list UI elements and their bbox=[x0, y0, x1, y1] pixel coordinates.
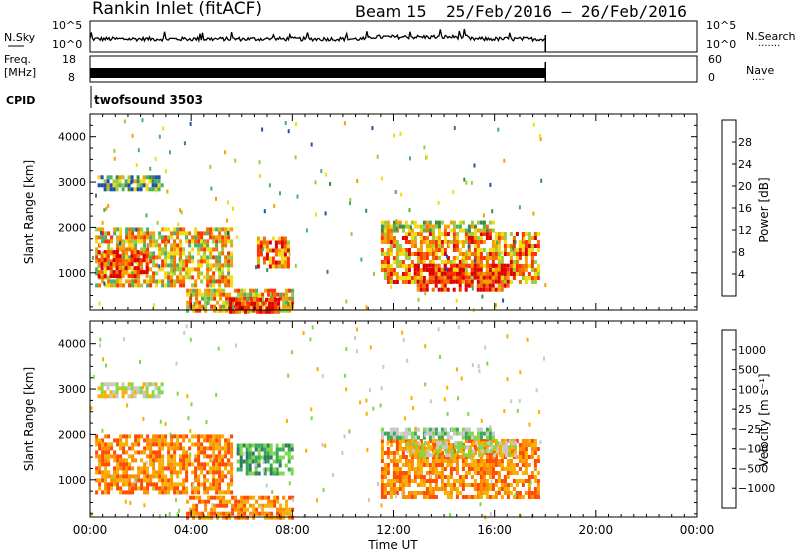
ytick-label: 3000 bbox=[58, 383, 86, 396]
colorbar-tick: 8 bbox=[738, 246, 745, 259]
colorbar-tick: 20 bbox=[738, 180, 752, 193]
freq-tick-bottom: 8 bbox=[68, 71, 75, 84]
colorbar-tick: 25 bbox=[738, 403, 752, 416]
colorbar-tick: 4 bbox=[738, 268, 745, 281]
freq-label-1: Freq. bbox=[4, 53, 31, 66]
time-axis: 00:00 04:00 08:00 12:00 16:00 20:00 00:00 bbox=[73, 523, 715, 537]
colorbar-tick: 100 bbox=[738, 383, 759, 396]
colorbar-tick: 28 bbox=[738, 136, 752, 149]
colorbar-tick: 500 bbox=[738, 364, 759, 377]
xtick-label: 08:00 bbox=[275, 523, 310, 537]
xtick-label: 00:00 bbox=[73, 523, 108, 537]
nave-tick-bottom: 0 bbox=[708, 71, 715, 84]
time-axis-label: Time UT bbox=[367, 538, 418, 552]
ytick-label: 2000 bbox=[58, 428, 86, 441]
freq-label-2: [MHz] bbox=[4, 66, 36, 79]
ytick-label: 4000 bbox=[58, 131, 86, 144]
cpid-label: CPID bbox=[6, 94, 35, 107]
xtick-label: 20:00 bbox=[579, 523, 614, 537]
velocity-ylabel: Slant Range [km] bbox=[22, 367, 36, 471]
noise-trace bbox=[90, 29, 545, 52]
freq-trace bbox=[90, 62, 545, 82]
ytick-label: 1000 bbox=[58, 267, 86, 280]
xtick-label: 04:00 bbox=[174, 523, 209, 537]
noise-line bbox=[90, 29, 545, 41]
noise-right-dots: ······· bbox=[758, 41, 780, 52]
colorbar-tick: −1000 bbox=[738, 482, 775, 495]
xtick-label: 00:00 bbox=[680, 523, 715, 537]
power-colorbar-label: Power [dB] bbox=[757, 177, 771, 242]
nave-dots: ···· bbox=[752, 75, 765, 86]
cpid-value: twofsound 3503 bbox=[94, 93, 203, 107]
beam-label: Beam 15 bbox=[355, 2, 427, 21]
colorbar-tick: 24 bbox=[738, 158, 752, 171]
date-range: 25/Feb/2016 – 26/Feb/2016 bbox=[446, 2, 687, 21]
noise-panel: N.Sky 10^5 10^0 10^5 10^0 N.Search ·····… bbox=[4, 19, 796, 52]
velocity-colorbar-label: Velocity [m s⁻¹] bbox=[757, 373, 771, 466]
colorbar-tick: 16 bbox=[738, 202, 752, 215]
noise-tick-top-right: 10^5 bbox=[706, 19, 736, 32]
xtick-label: 16:00 bbox=[477, 523, 512, 537]
ytick-label: 2000 bbox=[58, 221, 86, 234]
colorbar-tick: 1000 bbox=[738, 344, 766, 357]
power-ylabel: Slant Range [km] bbox=[22, 160, 36, 264]
noise-left-label: N.Sky bbox=[4, 31, 36, 44]
ytick-label: 1000 bbox=[58, 474, 86, 487]
colorbar-tick: 12 bbox=[738, 224, 752, 237]
cpid-row: CPID twofsound 3503 bbox=[6, 86, 203, 108]
ytick-label: 3000 bbox=[58, 176, 86, 189]
noise-tick-top: 10^5 bbox=[52, 19, 82, 32]
frequency-panel: Freq. [MHz] 18 8 60 0 Nave ···· bbox=[4, 53, 774, 86]
noise-tick-bottom: 10^0 bbox=[52, 38, 82, 51]
xtick-label: 12:00 bbox=[376, 523, 411, 537]
power-colorbar: 4 8 12 16 20 24 28 bbox=[722, 120, 752, 296]
nave-tick-top: 60 bbox=[708, 53, 722, 66]
freq-tick-top: 18 bbox=[62, 53, 76, 66]
station-title: Rankin Inlet (fitACF) bbox=[92, 0, 262, 19]
noise-tick-bottom-right: 10^0 bbox=[706, 38, 736, 51]
power-panel: 1000 2000 3000 4000 Slant Range [km] 4 8 12 16… bbox=[22, 114, 771, 314]
freq-band bbox=[90, 68, 545, 78]
ytick-label: 4000 bbox=[58, 338, 86, 351]
